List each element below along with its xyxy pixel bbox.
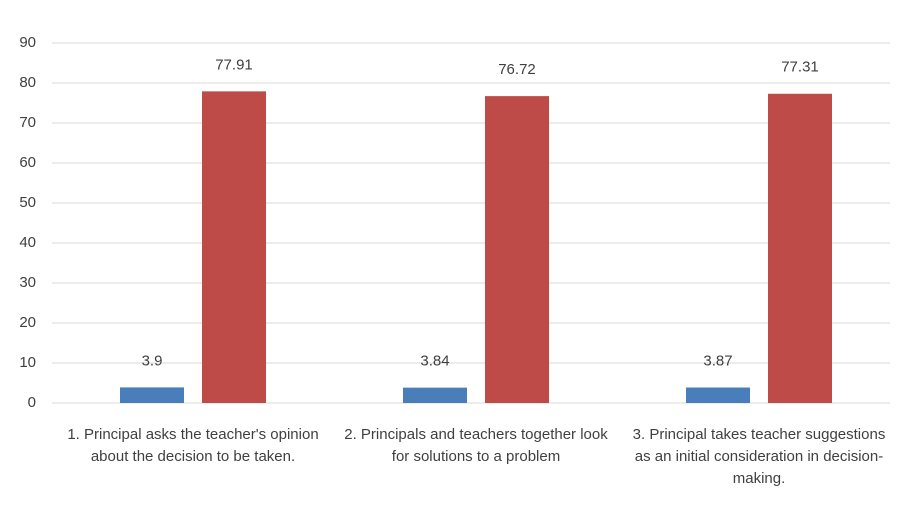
y-tick-label: 40 bbox=[19, 234, 36, 251]
y-tick-label: 60 bbox=[19, 154, 36, 171]
y-tick-label: 20 bbox=[19, 314, 36, 331]
x-tick-label: 2. Principals and teachers together look… bbox=[344, 426, 608, 465]
data-label: 77.31 bbox=[781, 59, 819, 76]
bar bbox=[686, 387, 750, 403]
bar bbox=[485, 96, 549, 404]
y-tick-label: 90 bbox=[19, 34, 36, 51]
bar bbox=[403, 387, 467, 403]
x-tick-label: 3. Principal takes teacher suggestions a… bbox=[632, 426, 886, 487]
bar bbox=[202, 91, 266, 404]
y-tick-label: 10 bbox=[19, 354, 36, 371]
y-tick-label: 0 bbox=[28, 394, 36, 411]
y-tick-label: 70 bbox=[19, 114, 36, 131]
bar bbox=[768, 93, 832, 403]
data-label: 77.91 bbox=[215, 56, 253, 73]
y-tick-label: 80 bbox=[19, 74, 36, 91]
data-label: 76.72 bbox=[498, 61, 536, 78]
bar bbox=[120, 387, 184, 403]
y-tick-label: 50 bbox=[19, 194, 36, 211]
data-label: 3.9 bbox=[142, 352, 163, 369]
y-tick-label: 30 bbox=[19, 274, 36, 291]
data-label: 3.84 bbox=[420, 353, 449, 370]
x-tick-label: 1. Principal asks the teacher's opinion … bbox=[67, 426, 319, 465]
data-label: 3.87 bbox=[703, 352, 732, 369]
